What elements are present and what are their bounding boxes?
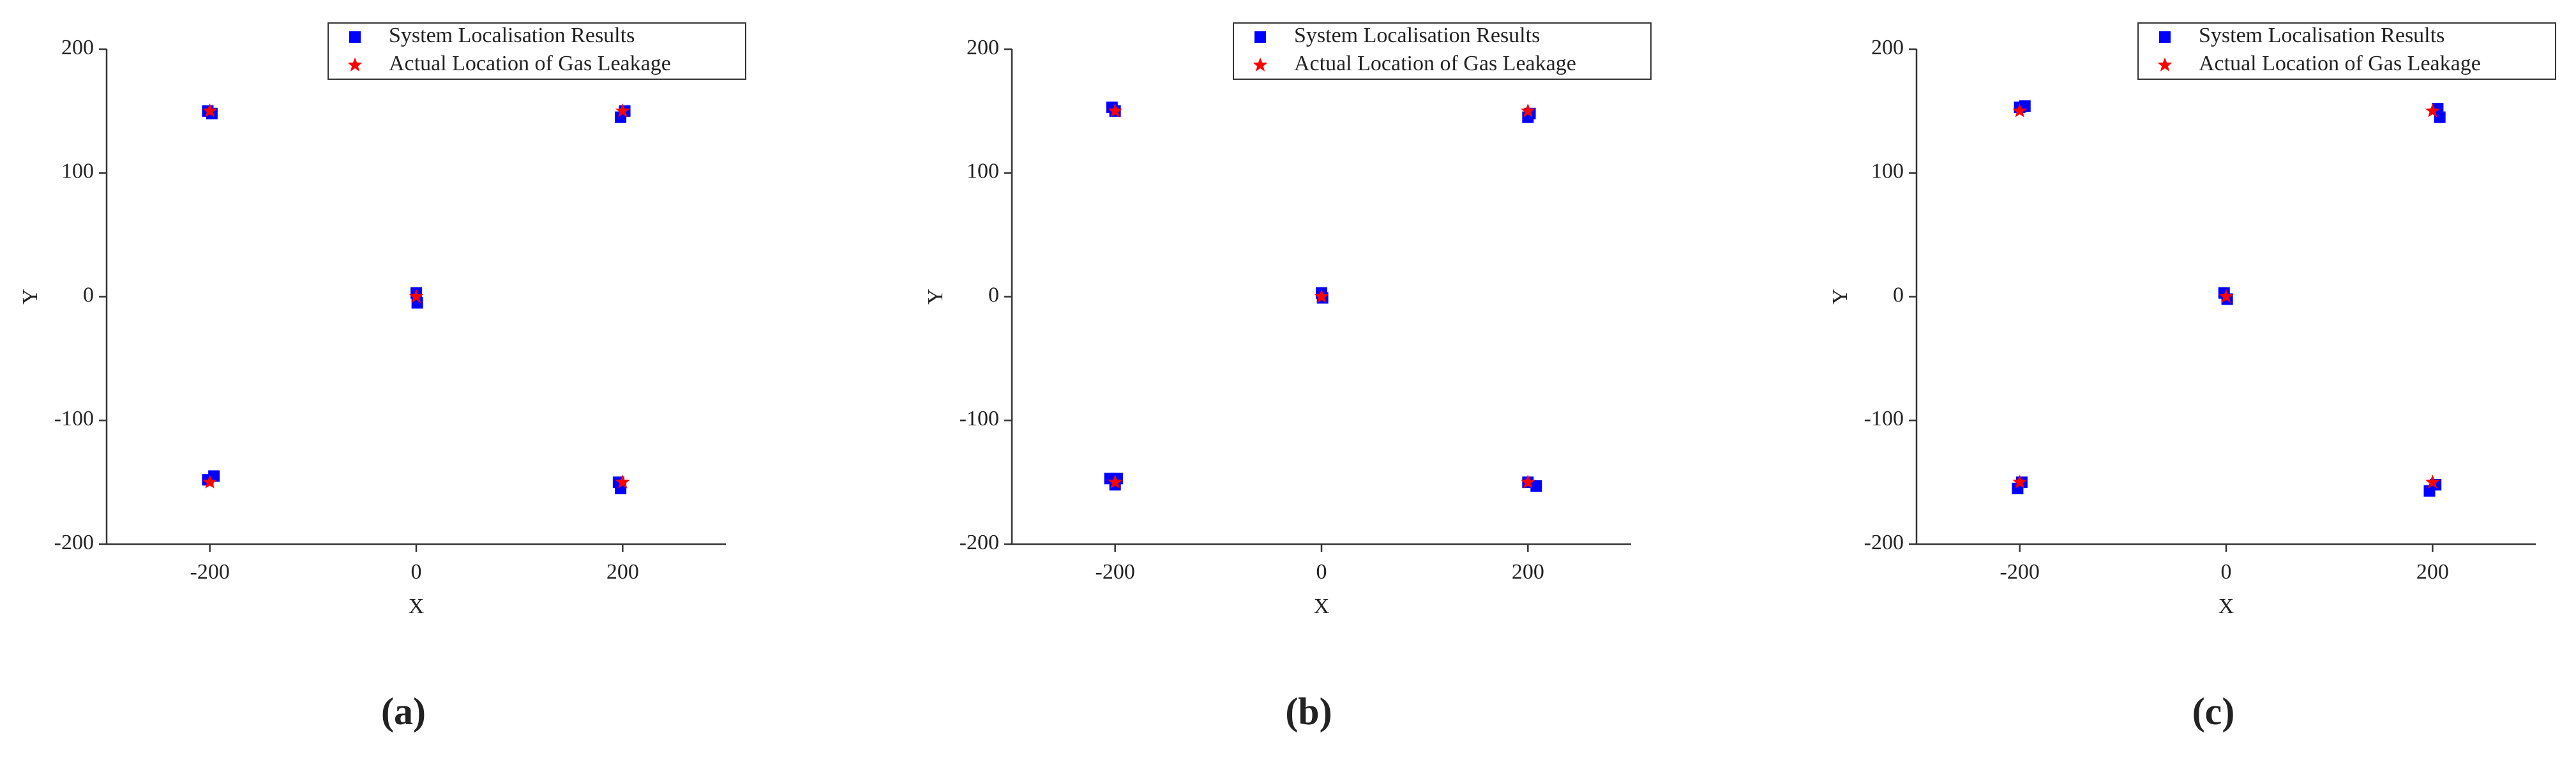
star-marker [1253, 57, 1268, 72]
square-marker [2159, 31, 2171, 43]
y-axis-label: Y [19, 289, 42, 305]
legend-label: Actual Location of Gas Leakage [389, 52, 671, 75]
x-tick-label: 200 [606, 560, 639, 584]
star-marker [2218, 289, 2234, 303]
legend-box [1233, 22, 1652, 80]
y-tick-label: -200 [1864, 531, 1904, 554]
y-tick-label: 100 [61, 160, 94, 183]
legend-label: System Localisation Results [389, 24, 635, 47]
square-marker [349, 31, 361, 43]
legend-box [328, 22, 746, 80]
y-axis-label: Y [924, 289, 947, 305]
star-marker [2425, 103, 2440, 118]
y-tick-label: 100 [967, 160, 999, 183]
y-tick-label: -100 [1864, 407, 1904, 430]
x-axis-label: X [1314, 595, 1330, 618]
panel-caption: (a) [381, 690, 426, 733]
legend-label: Actual Location of Gas Leakage [1294, 52, 1576, 75]
y-tick-label: -200 [54, 531, 94, 554]
star-marker [2157, 57, 2173, 72]
y-tick-label: 0 [1893, 283, 1904, 307]
square-marker [1530, 480, 1542, 492]
x-tick-label: -200 [2000, 560, 2040, 584]
x-axis-label: X [2218, 595, 2234, 618]
chart-panel: -200 -100 0 100 200 -200 0 200 X Y System Localisa… [1828, 22, 2556, 733]
panel-caption: (c) [2192, 690, 2235, 733]
y-tick-label: 200 [61, 36, 94, 59]
chart-panel: -200 -100 0 100 200 -200 0 200 X Y System Localisa… [924, 22, 1652, 733]
square-marker [2434, 111, 2446, 123]
square-marker [1254, 31, 1266, 43]
x-tick-label: 200 [1512, 560, 1544, 584]
y-axis-label: Y [1828, 289, 1852, 305]
y-tick-label: -200 [960, 531, 999, 554]
legend-label: System Localisation Results [2199, 24, 2444, 47]
star-marker [202, 103, 218, 118]
star-marker [202, 475, 218, 489]
star-marker [2425, 475, 2440, 489]
y-tick-label: 0 [83, 283, 94, 307]
y-tick-label: -100 [960, 407, 999, 430]
star-marker [1108, 475, 1123, 489]
y-tick-label: 200 [967, 36, 999, 59]
star-marker [409, 289, 424, 303]
star-marker [1520, 475, 1535, 489]
star-marker [2012, 103, 2028, 118]
star-marker [347, 57, 363, 72]
legend-box [2137, 22, 2556, 80]
star-marker [1520, 103, 1535, 118]
x-tick-label: 0 [2221, 560, 2232, 584]
chart-panel: -200 -100 0 100 200 -200 0 200 X Y System Localisa… [19, 22, 746, 733]
star-marker [615, 103, 630, 118]
x-tick-label: -200 [190, 560, 230, 584]
x-axis-label: X [409, 595, 425, 618]
y-tick-label: 100 [1871, 160, 1904, 183]
star-marker [1314, 289, 1329, 303]
legend-label: System Localisation Results [1294, 24, 1540, 47]
x-tick-label: 0 [411, 560, 422, 584]
star-marker [615, 475, 630, 489]
star-marker [2012, 475, 2028, 489]
legend-label: Actual Location of Gas Leakage [2199, 52, 2481, 75]
x-tick-label: 200 [2416, 560, 2449, 584]
y-tick-label: 200 [1871, 36, 1904, 59]
y-tick-label: 0 [988, 283, 999, 307]
panel-caption: (b) [1285, 690, 1332, 733]
star-marker [1108, 103, 1123, 118]
x-tick-label: -200 [1096, 560, 1135, 584]
x-tick-label: 0 [1316, 560, 1327, 584]
y-tick-label: -100 [54, 407, 94, 430]
